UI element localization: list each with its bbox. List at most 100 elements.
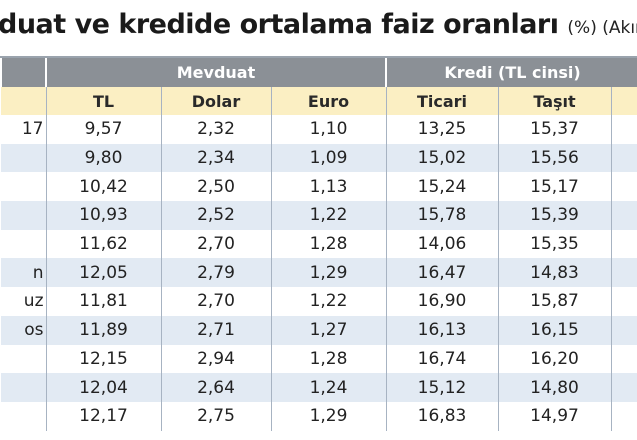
rate-cell: 1,09 — [270, 143, 387, 173]
row-label: uz — [1, 287, 46, 316]
rate-cell — [610, 172, 637, 202]
rate-cell: 16,74 — [385, 344, 499, 374]
header-cell — [0, 58, 46, 87]
rate-cell: 1,22 — [270, 201, 387, 230]
rate-cell: 16,13 — [385, 315, 499, 345]
header-cell — [610, 87, 637, 115]
data-row: 17 9,57 2,32 1,10 13,25 15,37 — [1, 115, 637, 144]
rate-cell — [610, 344, 637, 374]
rate-cell: 15,02 — [385, 143, 499, 173]
rate-cell: 2,94 — [160, 344, 271, 374]
rate-cell: 1,29 — [270, 258, 387, 288]
rate-cell: 10,93 — [45, 201, 161, 230]
rate-cell: 12,05 — [45, 258, 161, 288]
rate-cell: 2,50 — [160, 172, 271, 202]
rate-cell: 15,39 — [497, 201, 612, 230]
column-header: Ticari — [385, 87, 499, 115]
group-header-row: Mevduat Kredi (TL cinsi) — [0, 58, 637, 87]
row-label — [1, 201, 46, 230]
title-text: duat ve kredide ortalama faiz oranları — [0, 9, 559, 40]
column-header: TL — [45, 87, 161, 115]
data-row: 12,17 2,75 1,29 16,83 14,97 — [1, 401, 637, 431]
rate-cell — [610, 315, 637, 345]
rate-cell: 1,22 — [270, 287, 387, 316]
header-cell — [1, 87, 46, 115]
rate-cell: 15,87 — [497, 287, 612, 316]
rate-cell: 12,17 — [45, 401, 161, 431]
data-row: os 11,89 2,71 1,27 16,13 16,15 — [1, 315, 637, 345]
title: duat ve kredide ortalama faiz oranları (… — [0, 9, 637, 40]
row-label — [1, 344, 46, 374]
row-label — [1, 401, 46, 431]
rate-cell: 1,28 — [270, 229, 387, 259]
rate-cell: 15,17 — [497, 172, 612, 202]
rate-cell: 14,97 — [497, 401, 612, 431]
rate-cell: 13,25 — [385, 115, 499, 144]
data-row: 10,42 2,50 1,13 15,24 15,17 — [1, 172, 637, 202]
rate-cell: 1,24 — [270, 373, 387, 402]
rate-cell: 1,27 — [270, 315, 387, 345]
rate-cell: 15,37 — [497, 115, 612, 144]
rate-cell — [610, 201, 637, 230]
row-label — [1, 229, 46, 259]
rate-cell: 11,62 — [45, 229, 161, 259]
data-row: 11,62 2,70 1,28 14,06 15,35 — [1, 229, 637, 259]
rate-cell: 2,75 — [160, 401, 271, 431]
rate-cell: 14,83 — [497, 258, 612, 288]
rate-cell: 16,20 — [497, 344, 612, 374]
data-row: 9,80 2,34 1,09 15,02 15,56 — [1, 143, 637, 173]
data-row: 12,15 2,94 1,28 16,74 16,20 — [1, 344, 637, 374]
rate-cell: 2,52 — [160, 201, 271, 230]
rate-cell: 15,56 — [497, 143, 612, 173]
rate-cell: 1,29 — [270, 401, 387, 431]
rate-cell: 14,06 — [385, 229, 499, 259]
rate-cell: 14,80 — [497, 373, 612, 402]
rate-cell — [610, 373, 637, 402]
group-header: Mevduat — [44, 58, 387, 87]
rate-cell: 15,78 — [385, 201, 499, 230]
rate-cell: 16,47 — [385, 258, 499, 288]
rate-cell: 15,24 — [385, 172, 499, 202]
title-bar: duat ve kredide ortalama faiz oranları (… — [0, 0, 637, 58]
column-header: Euro — [270, 87, 387, 115]
rate-cell: 11,89 — [45, 315, 161, 345]
row-label: n — [1, 258, 46, 288]
rate-cell: 2,34 — [160, 143, 271, 173]
rate-cell: 2,32 — [160, 115, 271, 144]
rate-cell: 15,35 — [497, 229, 612, 259]
rate-cell: 11,81 — [45, 287, 161, 316]
rate-cell: 16,83 — [385, 401, 499, 431]
data-row: 12,04 2,64 1,24 15,12 14,80 — [1, 373, 637, 402]
rate-cell: 9,80 — [45, 143, 161, 173]
row-label: 17 — [1, 115, 46, 144]
column-header: Taşıt — [497, 87, 612, 115]
column-header-row: TL Dolar Euro Ticari Taşıt — [1, 87, 637, 115]
rate-cell: 12,15 — [45, 344, 161, 374]
row-label — [1, 172, 46, 202]
rate-cell: 16,90 — [385, 287, 499, 316]
rate-cell: 2,64 — [160, 373, 271, 402]
rate-cell — [610, 287, 637, 316]
group-header: Kredi (TL cinsi) — [385, 58, 637, 87]
data-row: n 12,05 2,79 1,29 16,47 14,83 — [1, 258, 637, 288]
rate-cell: 12,04 — [45, 373, 161, 402]
rate-cell: 1,28 — [270, 344, 387, 374]
rate-cell: 9,57 — [45, 115, 161, 144]
rate-cell: 16,15 — [497, 315, 612, 345]
row-label — [1, 373, 46, 402]
title-note: (%) (Akın — [567, 18, 637, 38]
rate-cell: 2,71 — [160, 315, 271, 345]
column-header: Dolar — [160, 87, 271, 115]
rate-cell — [610, 143, 637, 173]
rate-table: Mevduat Kredi (TL cinsi) TL Dolar Euro Ticari… — [0, 58, 637, 431]
rate-cell: 10,42 — [45, 172, 161, 202]
rate-cell: 1,10 — [270, 115, 387, 144]
rate-cell: 2,70 — [160, 287, 271, 316]
rate-cell: 2,70 — [160, 229, 271, 259]
rate-cell: 2,79 — [160, 258, 271, 288]
rate-cell: 15,12 — [385, 373, 499, 402]
rate-cell — [610, 258, 637, 288]
row-label — [1, 143, 46, 173]
rate-cell — [610, 115, 637, 144]
